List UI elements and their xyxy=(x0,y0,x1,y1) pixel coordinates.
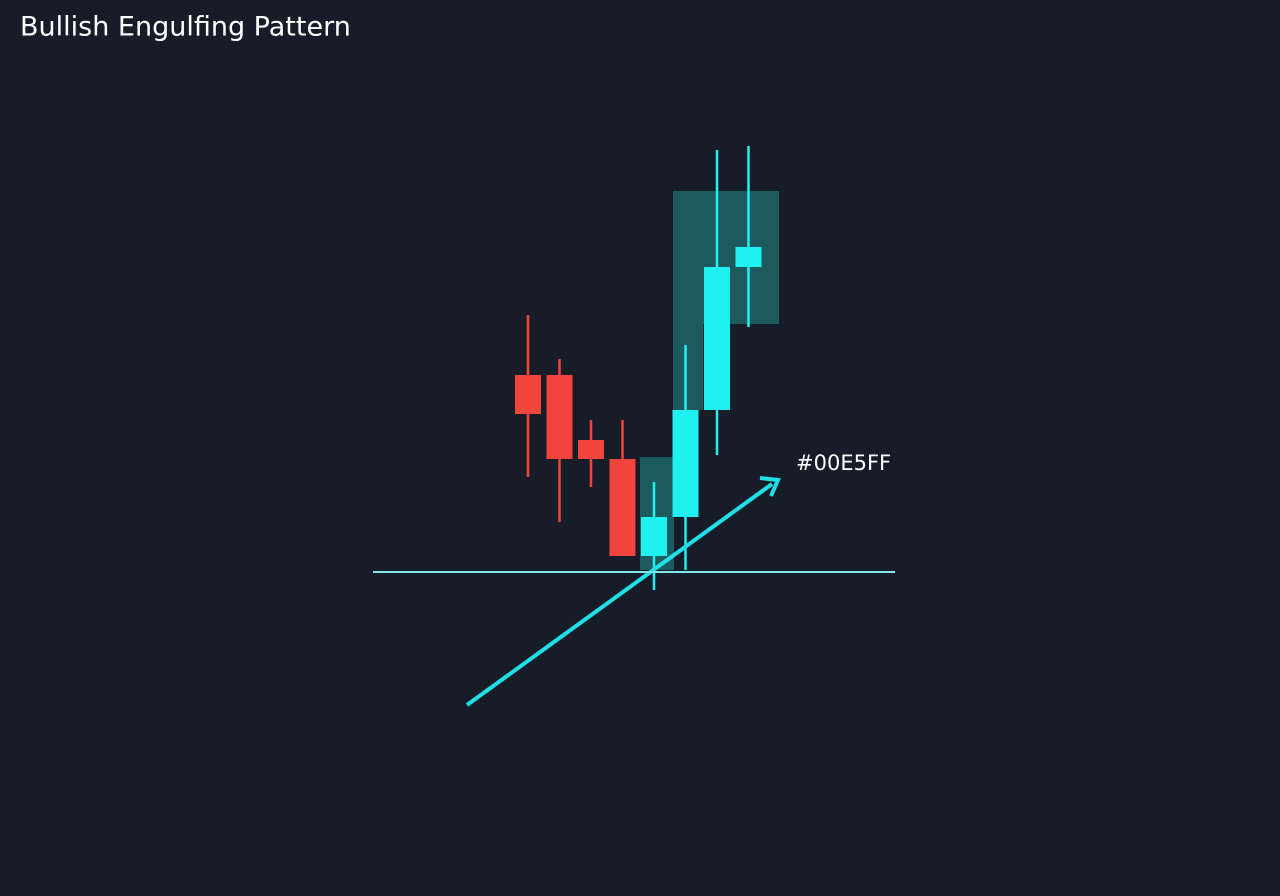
candle-body xyxy=(578,440,604,459)
candle-body xyxy=(609,459,636,556)
highlight-box xyxy=(673,324,703,410)
annotation: #00E5FF xyxy=(796,451,891,475)
candle-body xyxy=(672,410,699,517)
candle-body xyxy=(546,375,573,459)
candles xyxy=(515,146,762,590)
candle-body xyxy=(735,247,762,267)
arrow-head xyxy=(759,476,781,497)
candle-body xyxy=(515,375,541,414)
trend-arrow xyxy=(465,482,774,707)
chart-title: Bullish Engulfing Pattern xyxy=(20,12,351,43)
candle-body xyxy=(704,267,730,410)
candle-body xyxy=(641,517,667,556)
